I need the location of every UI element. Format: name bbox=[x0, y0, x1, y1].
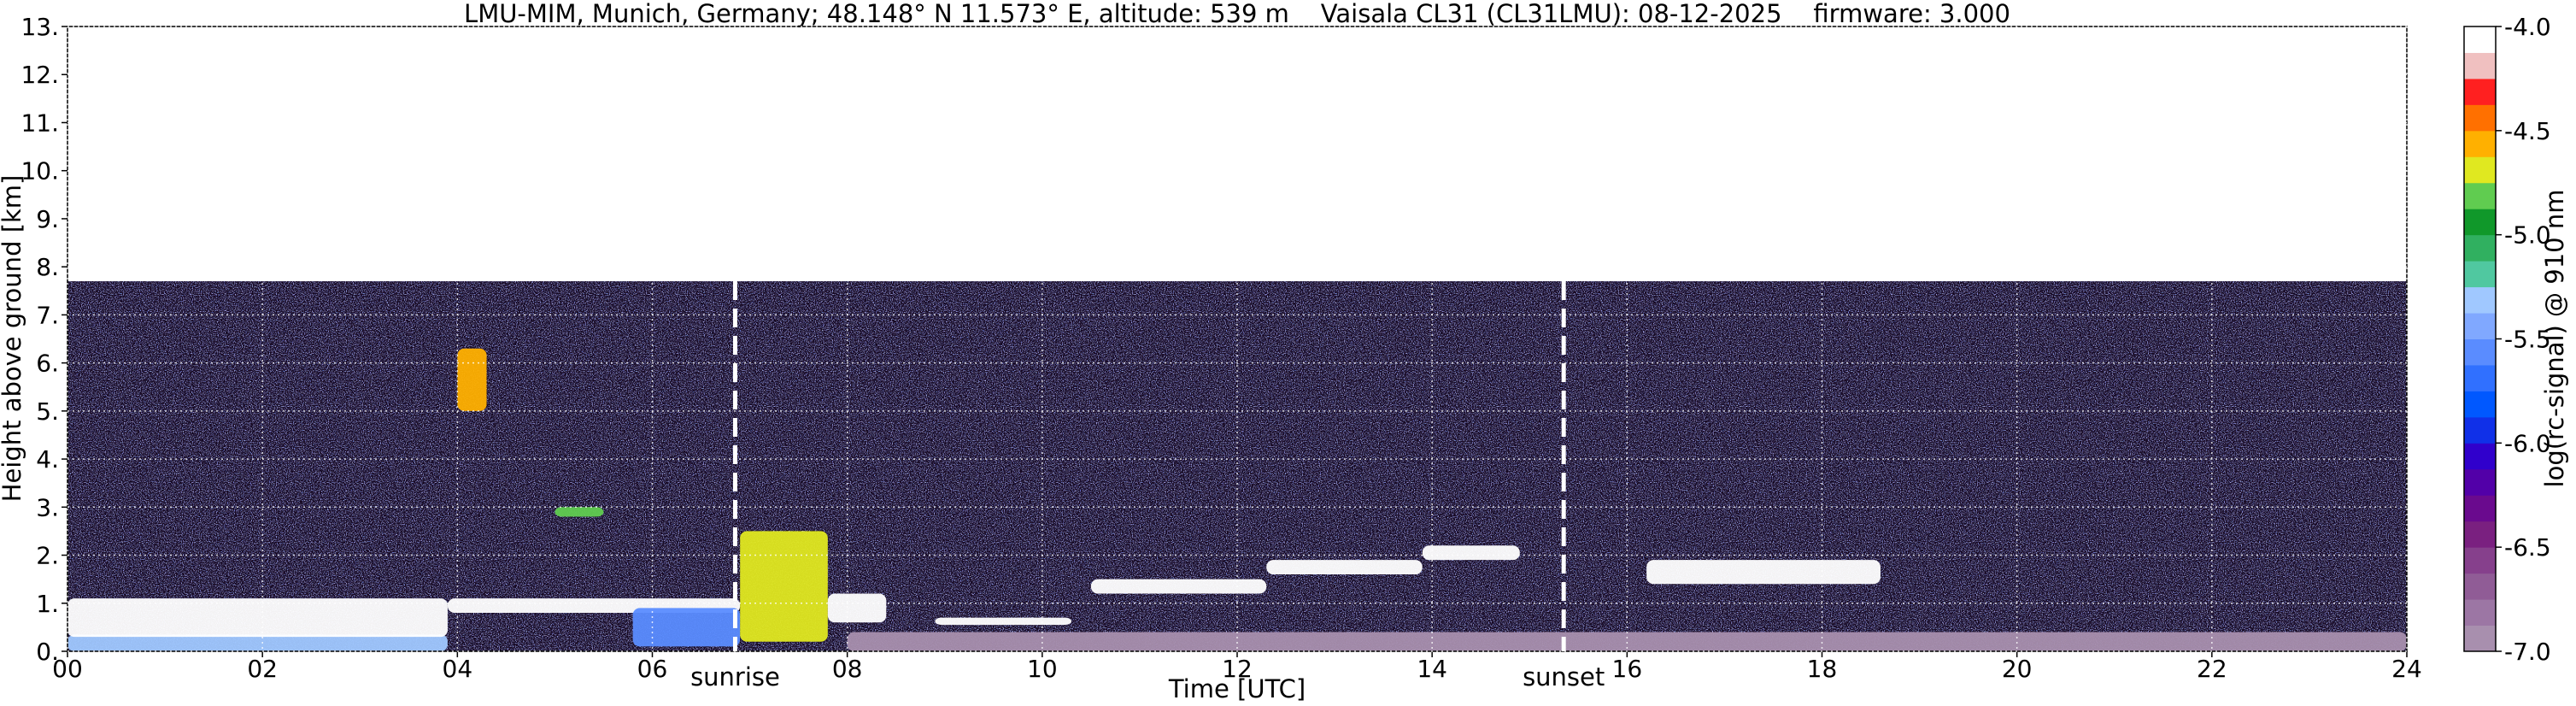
x-tick-label: 00 bbox=[52, 655, 83, 683]
x-tick-label: 24 bbox=[2391, 655, 2422, 683]
colorbar-band bbox=[2464, 234, 2496, 262]
colorbar-tick-label: -6.0 bbox=[2504, 429, 2551, 457]
marker-label: sunset bbox=[1523, 662, 1605, 691]
colorbar-band bbox=[2464, 443, 2496, 470]
y-tick-label: 9. bbox=[36, 205, 59, 233]
x-tick-label: 16 bbox=[1612, 655, 1643, 683]
colorbar-band bbox=[2464, 313, 2496, 339]
colorbar-band bbox=[2464, 625, 2496, 652]
signal-feature bbox=[827, 593, 887, 623]
signal-feature bbox=[1646, 560, 1881, 585]
y-tick-label: 6. bbox=[36, 350, 59, 378]
signal-feature bbox=[1090, 579, 1267, 594]
x-tick-label: 06 bbox=[637, 655, 668, 683]
colorbar-band bbox=[2464, 416, 2496, 444]
x-tick-label: 14 bbox=[1417, 655, 1447, 683]
x-tick-label: 04 bbox=[443, 655, 473, 683]
y-tick-label: 8. bbox=[36, 253, 59, 281]
marker-label: sunrise bbox=[690, 662, 780, 691]
x-tick-label: 18 bbox=[1807, 655, 1838, 683]
colorbar-band bbox=[2464, 573, 2496, 600]
colorbar-band bbox=[2464, 182, 2496, 209]
y-tick-label: 13. bbox=[21, 13, 59, 41]
colorbar-band bbox=[2464, 261, 2496, 288]
signal-feature bbox=[1422, 545, 1520, 561]
colorbar-band bbox=[2464, 156, 2496, 184]
colorbar-band bbox=[2464, 286, 2496, 314]
colorbar-tick-label: -6.5 bbox=[2504, 533, 2551, 562]
y-tick-label: 5. bbox=[36, 397, 59, 426]
colorbar-band bbox=[2464, 391, 2496, 418]
signal-feature bbox=[67, 634, 448, 651]
signal-feature bbox=[935, 617, 1072, 626]
x-tick-label: 12 bbox=[1222, 655, 1253, 683]
y-tick-label: 7. bbox=[36, 301, 59, 329]
y-tick-label: 11. bbox=[21, 109, 59, 137]
colorbar-tick-label: -7.0 bbox=[2504, 638, 2551, 666]
x-tick-label: 10 bbox=[1027, 655, 1058, 683]
y-tick-label: 4. bbox=[36, 445, 59, 474]
signal-feature bbox=[457, 348, 487, 411]
colorbar-band bbox=[2464, 130, 2496, 157]
colorbar-band bbox=[2464, 599, 2496, 627]
chart-title: LMU-MIM, Munich, Germany; 48.148° N 11.5… bbox=[464, 0, 2010, 28]
x-tick-label: 08 bbox=[832, 655, 863, 683]
x-axis-label: Time [UTC] bbox=[1168, 674, 1306, 703]
y-tick-label: 3. bbox=[36, 493, 59, 521]
colorbar-tick-label: -4.5 bbox=[2504, 117, 2551, 145]
y-axis-label: Height above ground [km] bbox=[0, 175, 26, 503]
colorbar-band bbox=[2464, 52, 2496, 79]
x-tick-label: 02 bbox=[247, 655, 278, 683]
y-tick-label: 10. bbox=[21, 157, 59, 185]
colorbar-band bbox=[2464, 521, 2496, 548]
colorbar-band bbox=[2464, 495, 2496, 522]
colorbar-tick-label: -4.0 bbox=[2504, 13, 2551, 41]
colorbar-label: log(rc-signal) @ 910 nm bbox=[2540, 190, 2569, 488]
colorbar-band bbox=[2464, 209, 2496, 236]
colorbar-band bbox=[2464, 26, 2496, 53]
y-tick-label: 12. bbox=[21, 61, 59, 89]
y-tick-label: 1. bbox=[36, 590, 59, 618]
signal-feature bbox=[1266, 560, 1423, 575]
y-tick-label: 2. bbox=[36, 542, 59, 570]
colorbar-band bbox=[2464, 364, 2496, 391]
colorbar-band bbox=[2464, 338, 2496, 366]
plot-area bbox=[67, 281, 2407, 651]
colorbar-band bbox=[2464, 468, 2496, 496]
signal-feature bbox=[740, 531, 828, 642]
colorbar-tick-label: -5.0 bbox=[2504, 221, 2551, 250]
signal-feature bbox=[555, 507, 604, 517]
signal-feature bbox=[632, 608, 741, 647]
colorbar-band bbox=[2464, 547, 2496, 574]
colorbar-tick-label: -5.5 bbox=[2504, 326, 2551, 354]
colorbar-band bbox=[2464, 78, 2496, 105]
signal-feature bbox=[67, 598, 448, 638]
y-tick-label: 0. bbox=[36, 638, 59, 666]
x-tick-label: 20 bbox=[2002, 655, 2033, 683]
colorbar-band bbox=[2464, 104, 2496, 132]
x-tick-label: 22 bbox=[2197, 655, 2227, 683]
